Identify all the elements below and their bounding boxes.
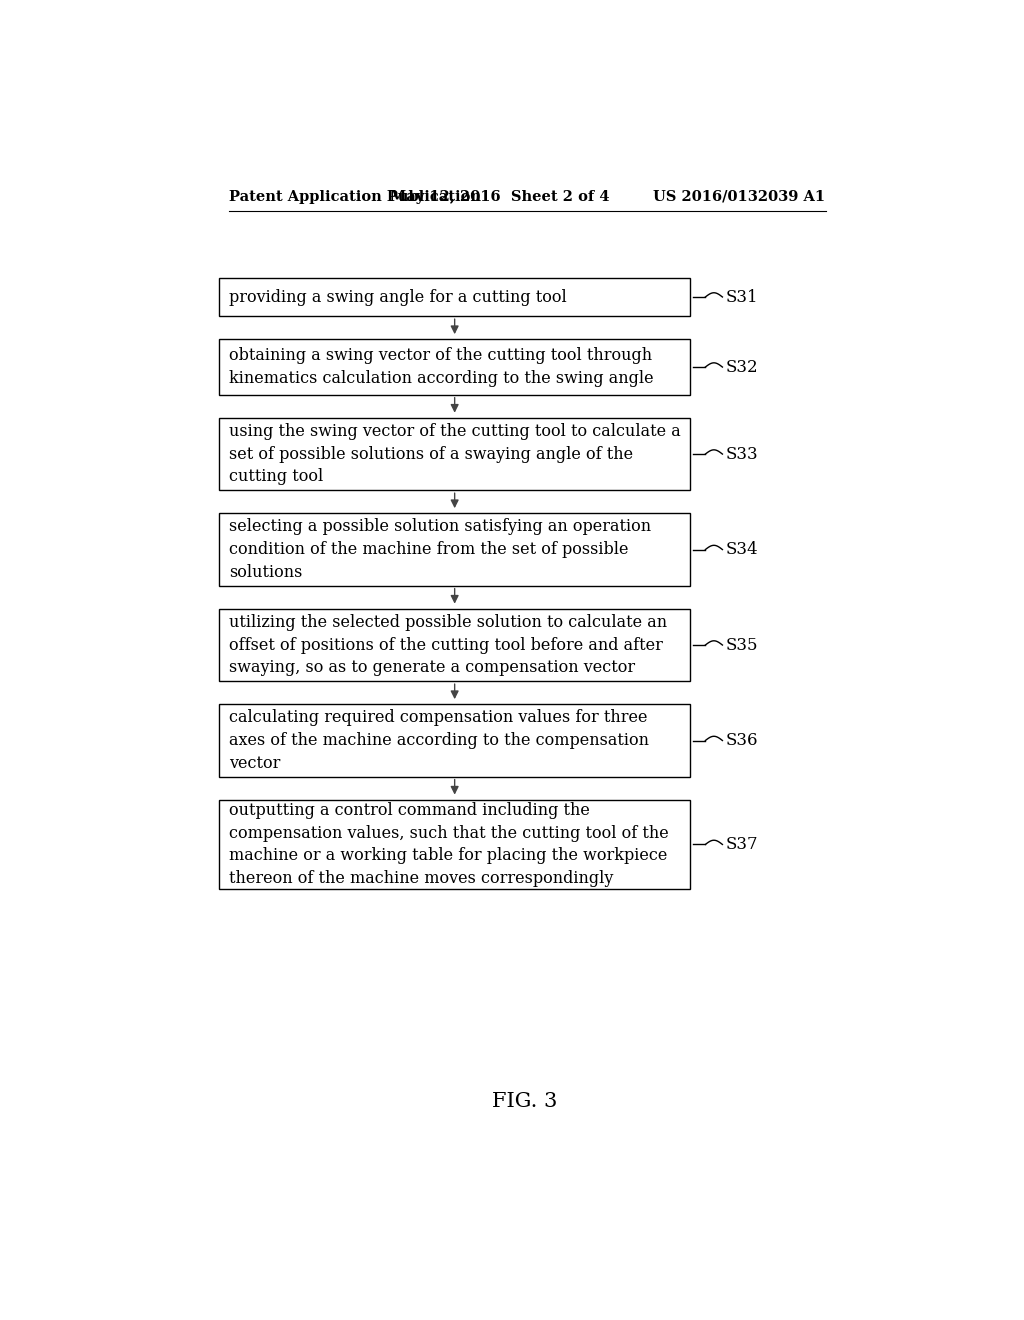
Text: calculating required compensation values for three
axes of the machine according: calculating required compensation values…	[228, 709, 649, 772]
Bar	[219, 513, 690, 586]
Text: obtaining a swing vector of the cutting tool through
kinematics calculation acco: obtaining a swing vector of the cutting …	[228, 347, 653, 387]
Bar	[219, 418, 690, 490]
Bar	[219, 609, 690, 681]
Text: selecting a possible solution satisfying an operation
condition of the machine f: selecting a possible solution satisfying…	[228, 519, 651, 581]
Text: US 2016/0132039 A1: US 2016/0132039 A1	[653, 190, 825, 203]
Text: utilizing the selected possible solution to calculate an
offset of positions of : utilizing the selected possible solution…	[228, 614, 667, 676]
Text: S37: S37	[726, 836, 758, 853]
Text: Patent Application Publication: Patent Application Publication	[228, 190, 480, 203]
Bar	[219, 277, 690, 317]
Bar	[219, 339, 690, 395]
Bar	[219, 705, 690, 776]
Text: S35: S35	[726, 636, 758, 653]
Text: S36: S36	[726, 733, 758, 748]
Text: S32: S32	[726, 359, 758, 376]
Text: S31: S31	[726, 289, 758, 305]
Text: outputting a control command including the
compensation values, such that the cu: outputting a control command including t…	[228, 801, 669, 887]
Text: using the swing vector of the cutting tool to calculate a
set of possible soluti: using the swing vector of the cutting to…	[228, 422, 681, 486]
Text: May 12, 2016  Sheet 2 of 4: May 12, 2016 Sheet 2 of 4	[390, 190, 609, 203]
Text: FIG. 3: FIG. 3	[493, 1092, 557, 1111]
Bar	[219, 800, 690, 890]
Text: S34: S34	[726, 541, 758, 558]
Text: S33: S33	[726, 446, 758, 462]
Text: providing a swing angle for a cutting tool: providing a swing angle for a cutting to…	[228, 289, 566, 305]
